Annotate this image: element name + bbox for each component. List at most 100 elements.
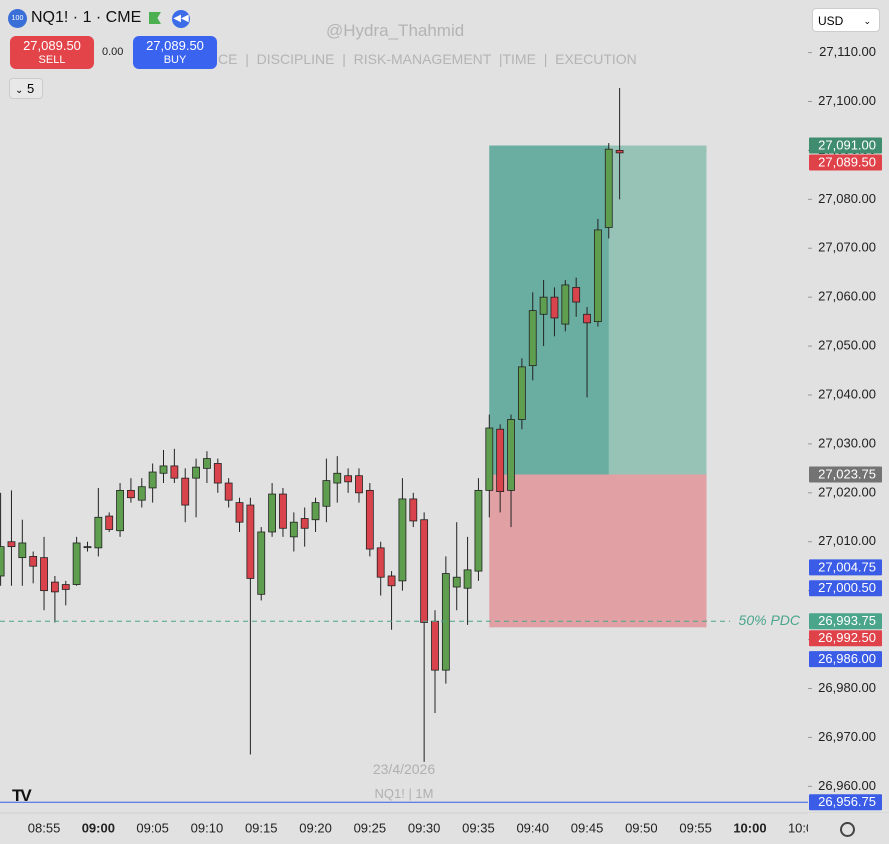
candle-body [127,489,135,499]
price-label-box [809,613,882,630]
candle-body [29,556,38,567]
price-label-box [809,794,882,811]
candle-body [528,310,537,367]
indicators-toggle[interactable]: ⌄ 5 [9,78,43,99]
y-tick-label: 27,020.00 [818,484,876,499]
candle-body [192,466,200,479]
candle-body [517,366,526,420]
price-label: 27,091.00 [818,137,876,152]
candle-body [40,557,48,592]
candle-body [279,493,287,529]
candle-body [496,428,505,493]
candle-body [441,573,450,671]
price-label: 27,000.50 [818,580,876,595]
price-label-box [809,630,882,647]
price-label: 26,992.50 [818,630,876,645]
y-tick-label: 27,110.00 [819,44,876,59]
candle-body [7,541,16,548]
x-tick-label: 09:20 [299,820,332,835]
candle-body [105,515,114,530]
candle-body [311,502,320,521]
symbol-title[interactable]: NQ1! · 1 · CME [31,9,142,26]
candle-body [322,480,331,507]
y-tick-label: 27,080.00 [818,191,876,206]
x-tick-label: 08:55 [28,820,61,835]
candle-body [431,620,439,671]
x-tick-label: 09:25 [354,820,387,835]
buy-label: BUY [163,54,187,66]
price-axis [808,0,889,844]
replay-icon[interactable]: ◀◀ [172,10,190,28]
price-label-box [809,580,882,597]
candle-body [61,584,70,590]
candle-body [594,229,602,323]
y-tick-label: 27,100.00 [818,93,876,108]
candle-body [51,581,59,593]
buy-button[interactable]: 27,089.50 BUY [133,36,217,69]
y-tick-label: 27,010.00 [818,533,876,548]
candle-body [289,521,298,538]
candle-body [507,419,515,491]
x-tick-label: 09:55 [679,820,712,835]
symbol-badge[interactable]: 100 [8,9,27,28]
footer-symbol: NQ1! | 1M [374,786,434,801]
watermark: @Hydra_Thahmid [326,21,465,40]
sell-button[interactable]: 27,089.50 SELL [10,36,94,69]
candle-body [203,458,211,469]
candle-body [561,284,570,325]
candle-body [452,576,461,588]
candle-body [376,547,385,578]
candle-body [257,531,266,595]
candle-body [137,486,146,501]
candle-body [0,546,5,577]
candle-body [572,286,581,303]
flag-icon[interactable] [149,12,161,24]
candle-body [344,475,353,483]
tv-logo[interactable]: TV [12,786,32,805]
candle-body [420,519,429,623]
loss-zone [489,474,707,628]
candle-body [181,477,190,506]
price-label: 27,004.75 [818,559,876,574]
candle-body [409,498,418,522]
candle-body [159,465,168,474]
candle-body [94,516,103,549]
x-tick-label: 09:50 [625,820,658,835]
price-label-box [809,651,882,668]
candle-body [615,150,624,154]
price-label-box [809,559,882,576]
candle-body [583,313,591,324]
candle-body [170,465,179,479]
candle-body [474,489,483,572]
x-tick-label: 09:40 [516,820,549,835]
candle-body [235,502,244,523]
y-tick-label: 27,060.00 [818,289,876,304]
candle-body [355,475,363,494]
currency: USD [818,14,844,28]
y-tick-label: 27,050.00 [818,338,876,353]
date-label: 23/4/2026 [372,761,436,777]
x-tick-label: 09:35 [462,820,495,835]
price-label: 26,986.00 [818,651,876,666]
settings-icon[interactable] [840,822,855,837]
price-label-box [809,466,882,483]
candle-body [333,472,342,484]
candle-body [83,546,92,549]
x-tick-label: 09:10 [191,820,224,835]
x-tick-label: 10:00 [733,820,766,835]
price-label: 27,089.50 [818,154,876,169]
y-tick-label: 27,030.00 [818,435,876,450]
y-tick-label: 26,960.00 [818,778,876,793]
candle-body [463,569,472,589]
x-tick-label: 09:45 [571,820,604,835]
time-axis [0,813,808,844]
y-tick-label: 27,070.00 [818,240,876,255]
candle-body [539,296,548,315]
currency-select[interactable]: USD ⌄ [812,8,880,32]
candle-body [550,296,559,319]
motto: CE | DISCIPLINE | RISK-MANAGEMENT |TIME … [218,51,637,67]
candle-body [18,542,27,559]
x-tick-label: 09:05 [136,820,169,835]
candle-body [213,463,222,484]
level-label: 50% PDC [739,612,801,628]
